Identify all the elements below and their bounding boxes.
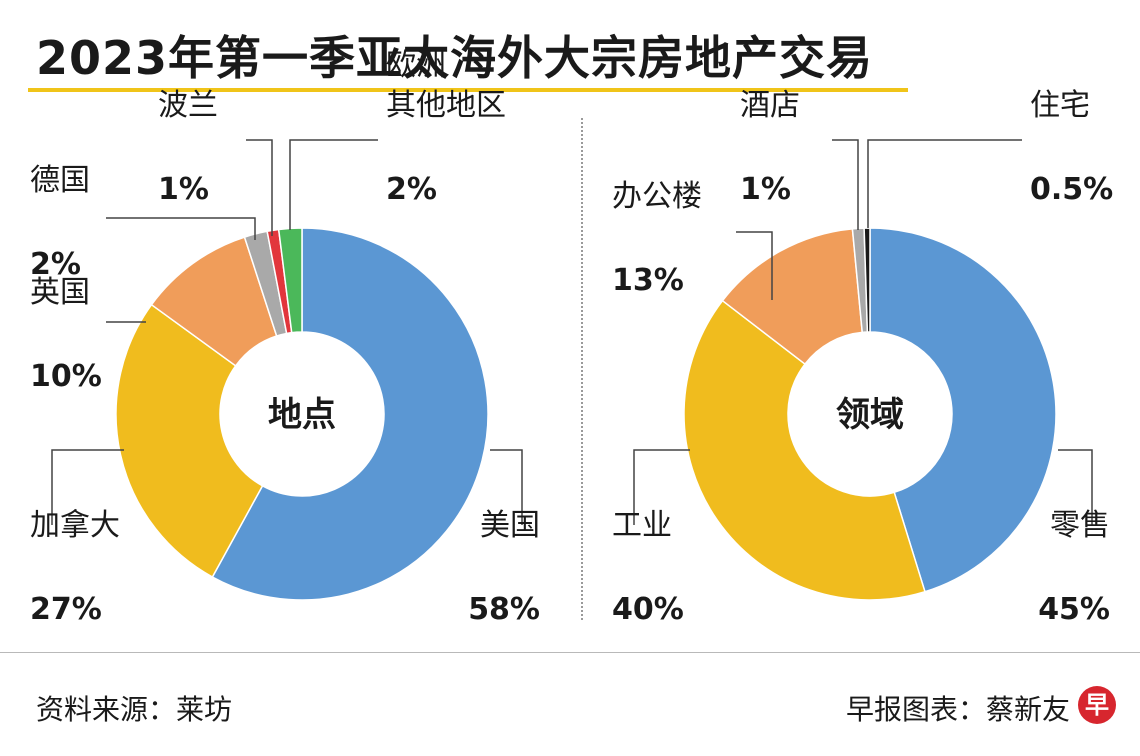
slice-零售 <box>869 227 1057 593</box>
slice-label-美国: 美国 <box>480 508 540 543</box>
slice-label-加拿大: 加拿大 <box>30 508 120 543</box>
slice-label-酒店: 酒店 <box>740 88 800 123</box>
credit-text: 早报图表：蔡新友 <box>845 693 1070 726</box>
leader-line-加拿大 <box>51 449 124 525</box>
leader-line-工业 <box>633 449 690 525</box>
slice-label-住宅: 住宅 <box>1030 88 1090 123</box>
slice-value-加拿大: 27% <box>30 592 102 627</box>
slice-label-工业: 工业 <box>612 508 672 543</box>
zaobao-logo: 早 <box>1078 686 1116 724</box>
slice-label-欧洲其他地区: 其他地区 <box>386 88 506 123</box>
slice-value-欧洲其他地区: 2% <box>386 172 437 207</box>
donut-hole <box>788 332 952 496</box>
footer-divider <box>0 652 1140 653</box>
slice-label-办公楼: 办公楼 <box>612 179 702 214</box>
source-text: 资料来源：莱坊 <box>36 693 233 726</box>
slice-label-德国: 德国 <box>30 163 90 198</box>
slice-value-工业: 40% <box>612 592 684 627</box>
title-underline <box>28 88 908 92</box>
slice-value-英国: 10% <box>30 359 102 394</box>
donut-hole <box>220 332 384 496</box>
slice-value-美国: 58% <box>468 592 540 627</box>
donut-center-label: 领域 <box>836 395 904 435</box>
slice-value-波兰: 1% <box>158 172 209 207</box>
donut-center-label: 地点 <box>268 395 336 435</box>
leader-line-波兰 <box>246 139 273 236</box>
leader-line-欧洲其他地区 <box>289 139 378 230</box>
leader-line-零售 <box>1058 449 1093 525</box>
slice-value-德国: 2% <box>30 247 81 282</box>
slice-label-零售: 零售 <box>1050 508 1110 543</box>
leader-line-住宅 <box>867 139 1022 228</box>
slice-value-住宅: 0.5% <box>1030 172 1113 207</box>
slice-label-欧洲其他地区: 欧洲 <box>386 48 446 83</box>
slice-value-零售: 45% <box>1038 592 1110 627</box>
slice-label-英国: 英国 <box>30 275 90 310</box>
slice-value-酒店: 1% <box>740 172 791 207</box>
slice-value-办公楼: 13% <box>612 263 684 298</box>
slice-label-波兰: 波兰 <box>158 88 218 123</box>
leader-line-酒店 <box>832 139 859 230</box>
page-title: 2023年第一季亚太海外大宗房地产交易 <box>36 31 874 85</box>
leader-line-办公楼 <box>736 231 773 300</box>
sector-donut-chart: 零售 45% 工业 40% 办公楼 13% 酒店 1% 住宅 0.5% 领域 <box>612 88 1113 627</box>
chart-divider <box>581 118 583 620</box>
leader-line-德国 <box>106 217 256 240</box>
leader-line-美国 <box>490 449 523 525</box>
